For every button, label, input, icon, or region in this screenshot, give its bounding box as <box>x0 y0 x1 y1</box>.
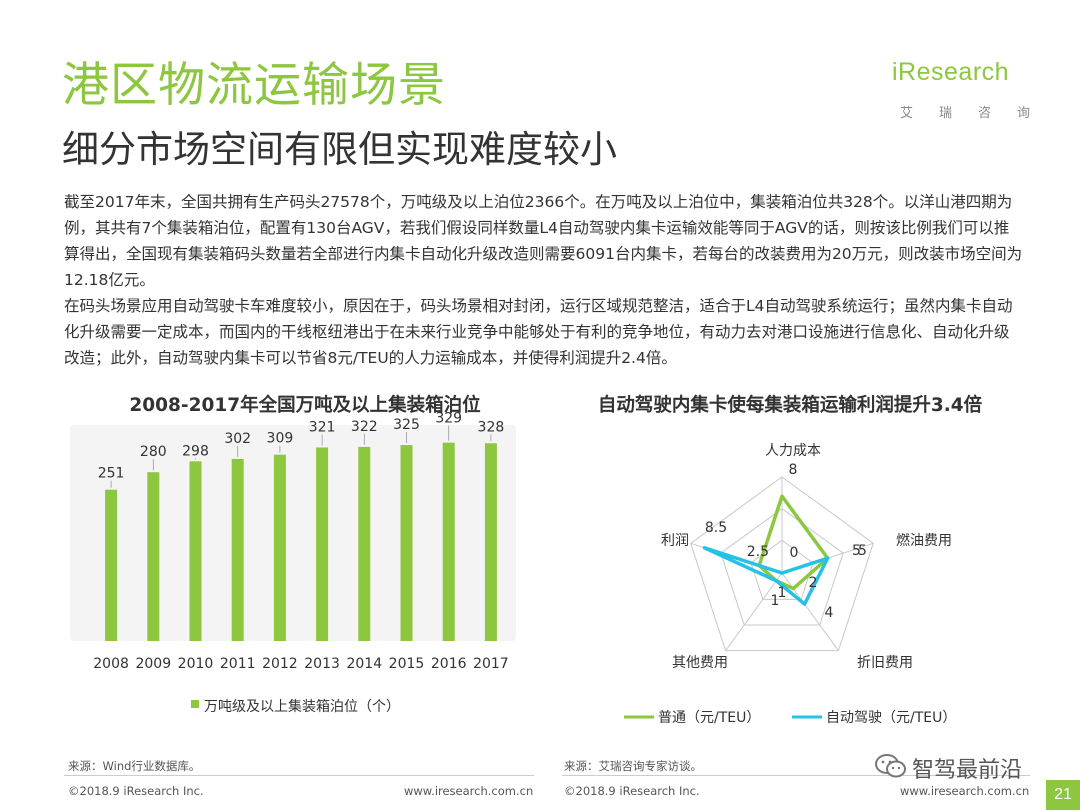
bar-category-label-2011: 2011 <box>220 656 256 672</box>
radar-axis-label-4: 其他费用 <box>672 655 728 671</box>
logo-wordmark: iResearch <box>892 58 1010 86</box>
page-subtitle: 细分市场空间有限但实现难度较小 <box>62 128 617 171</box>
body-paragraph: 在码头场景应用自动驾驶卡车难度较小，原因在于，码头场景相对封闭，运行区域规范整洁… <box>64 297 1013 367</box>
radar-legend-label-1: 普通（元/TEU） <box>658 710 760 726</box>
bar-category-label-2013: 2013 <box>304 656 340 672</box>
radar-axis-label-1: 人力成本 <box>765 443 821 459</box>
bar-value-label-2017: 328 <box>478 419 505 435</box>
radar-legend-label-2: 自动驾驶（元/TEU） <box>826 710 956 726</box>
bar-value-label-2012: 309 <box>267 431 294 447</box>
bar-value-label-2013: 321 <box>309 419 336 435</box>
logo-char: 咨 <box>977 106 991 121</box>
bar-category-label-2015: 2015 <box>389 656 425 672</box>
bar-chart-title: 2008-2017年全国万吨及以上集装箱泊位 <box>129 395 481 416</box>
footer-source-left: 来源：Wind行业数据库。 <box>68 759 201 773</box>
footer-source-right: 来源：艾瑞咨询专家访谈。 <box>564 759 702 773</box>
bar-value-label-2016: 329 <box>435 411 462 427</box>
radar-value-label-s1-1: 8 <box>789 462 798 478</box>
radar-axis-label-5: 利润 <box>661 533 689 549</box>
bar-category-label-2009: 2009 <box>135 656 171 672</box>
bar-category-label-2017: 2017 <box>473 656 509 672</box>
wechat-watermark: 智驾最前沿 <box>874 752 1054 783</box>
bar-value-label-2008: 251 <box>98 466 125 482</box>
radar-series-2-line <box>702 546 830 606</box>
bar-value-label-2009: 280 <box>140 444 167 460</box>
footer-divider <box>562 775 1030 776</box>
radar-axis-label-3: 折旧费用 <box>857 655 913 671</box>
bar-2008 <box>105 489 118 641</box>
bar-legend-swatch <box>191 700 199 708</box>
radar-axis-4 <box>725 572 783 651</box>
bar-value-label-2010: 298 <box>182 443 209 459</box>
bar-category-label-2016: 2016 <box>431 656 467 672</box>
radar-value-label-s2-5: 8.5 <box>705 520 727 536</box>
radar-axis-label-2: 燃油费用 <box>896 532 952 549</box>
bar-value-label-2014: 322 <box>351 419 378 435</box>
footer-divider <box>64 775 534 776</box>
radar-value-label-s1-2: 5 <box>852 543 861 559</box>
footer-url-right[interactable]: www.iresearch.com.cn <box>900 784 1030 798</box>
bar-2010 <box>189 461 202 641</box>
radar-value-label-s1-4: 1 <box>771 593 780 609</box>
page-title: 港区物流运输场景 <box>62 58 446 113</box>
radar-value-label-s2-1: 0 <box>790 545 799 561</box>
bar-category-label-2008: 2008 <box>93 656 129 672</box>
wechat-name: 智驾最前沿 <box>912 758 1023 783</box>
footer-copyright-left: ©2018.9 iResearch Inc. <box>68 784 204 798</box>
radar-value-label-s2-4: 1 <box>778 585 787 601</box>
bar-value-label-2015: 325 <box>393 417 420 433</box>
bar-category-label-2014: 2014 <box>346 656 382 672</box>
radar-value-label-s2-3: 4 <box>825 605 834 621</box>
radar-grid-ring-3 <box>750 539 814 600</box>
bar-2013 <box>316 447 329 641</box>
logo-char: 瑞 <box>938 106 952 121</box>
bar-category-label-2012: 2012 <box>262 656 298 672</box>
bar-legend-label: 万吨级及以上集装箱泊位（个） <box>204 698 400 715</box>
iresearch-logo: iResearch 艾 瑞 咨 询 <box>892 58 1032 122</box>
bar-2014 <box>358 446 371 641</box>
bar-2011 <box>231 458 244 641</box>
bar-2015 <box>400 445 413 641</box>
wechat-icon <box>875 754 906 778</box>
bar-2016 <box>442 442 455 641</box>
footer-url-left[interactable]: www.iresearch.com.cn <box>404 784 534 798</box>
radar-value-label-s1-3: 2 <box>809 575 818 591</box>
bar-value-label-2011: 302 <box>224 431 251 447</box>
bar-chart-background <box>70 425 516 641</box>
footer-copyright-right: ©2018.9 iResearch Inc. <box>564 784 700 798</box>
radar-chart-title: 自动驾驶内集卡使每集装箱运输利润提升3.4倍 <box>597 395 983 416</box>
bar-2012 <box>273 454 286 641</box>
logo-subtitle: 艾 瑞 咨 询 <box>900 102 1030 121</box>
bar-2017 <box>484 443 497 641</box>
radar-series-1-line <box>757 494 830 591</box>
radar-value-label-s2-2: 5 <box>858 543 867 559</box>
body-text: 截至2017年末，全国共拥有生产码头27578个，万吨级及以上泊位2366个。在… <box>64 189 1024 371</box>
logo-char: 艾 <box>900 106 914 121</box>
radar-value-label-s1-5: 2.5 <box>747 544 769 560</box>
logo-char: 询 <box>1016 106 1030 121</box>
radar-grid-ring-1 <box>690 476 874 652</box>
bar-category-label-2010: 2010 <box>178 656 214 672</box>
page-number: 21 <box>1046 780 1080 810</box>
bar-2009 <box>147 472 160 641</box>
radar-grid-ring-2 <box>720 508 844 626</box>
body-paragraph: 截至2017年末，全国共拥有生产码头27578个，万吨级及以上泊位2366个。在… <box>64 193 1023 289</box>
